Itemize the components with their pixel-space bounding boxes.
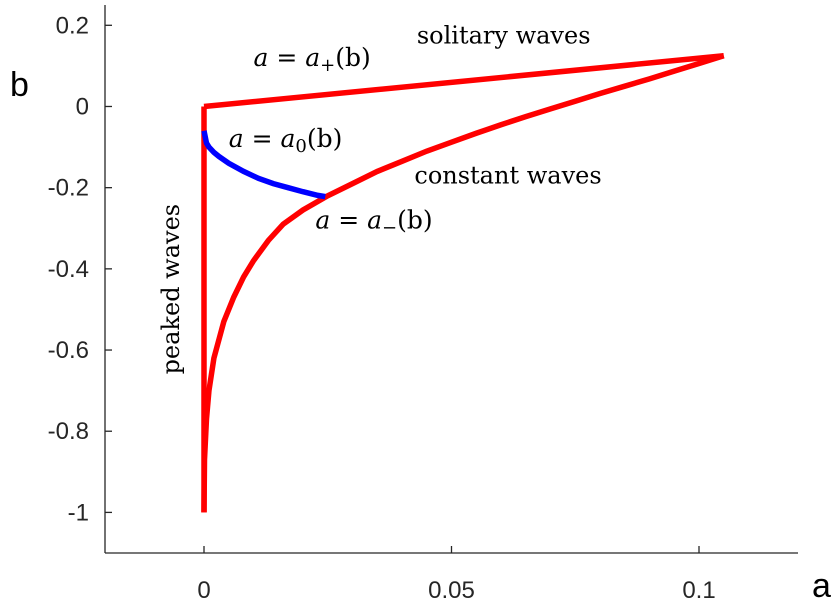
y-axis-label: b bbox=[10, 66, 29, 104]
label-solitary-waves: solitary waves bbox=[417, 22, 591, 50]
series-line-a-plus bbox=[203, 53, 725, 110]
ticks: 0 0.05 0.1 0.2 0 -0.2 -0.4 -0.6 -0.8 -1 bbox=[48, 12, 716, 604]
x-tick-label: 0 bbox=[197, 577, 210, 604]
x-axis-label: a bbox=[812, 567, 831, 605]
x-tick-label: 0.1 bbox=[682, 577, 715, 604]
annotations: a = a+(b) a = a0(b) a = a−(b) solitary wave… bbox=[157, 22, 601, 375]
series-layer bbox=[201, 53, 725, 513]
series-line-a-minus bbox=[201, 53, 725, 513]
label-constant-waves: constant waves bbox=[414, 162, 601, 190]
label-a-zero: a = a0(b) bbox=[229, 124, 343, 157]
y-tick-label: 0.2 bbox=[56, 12, 89, 39]
y-tick-label: -0.6 bbox=[48, 337, 89, 364]
label-peaked-waves: peaked waves bbox=[157, 204, 185, 375]
axes bbox=[104, 5, 798, 554]
x-tick-label: 0.05 bbox=[428, 577, 475, 604]
y-tick-label: -0.2 bbox=[48, 175, 89, 202]
y-tick-label: -1 bbox=[68, 499, 89, 526]
series-line-a-zero bbox=[201, 130, 326, 200]
y-tick-label: 0 bbox=[76, 93, 89, 120]
y-tick-label: -0.4 bbox=[48, 256, 89, 283]
y-tick-label: -0.8 bbox=[48, 418, 89, 445]
label-a-minus: a = a−(b) bbox=[315, 205, 432, 238]
label-a-plus: a = a+(b) bbox=[254, 43, 371, 76]
